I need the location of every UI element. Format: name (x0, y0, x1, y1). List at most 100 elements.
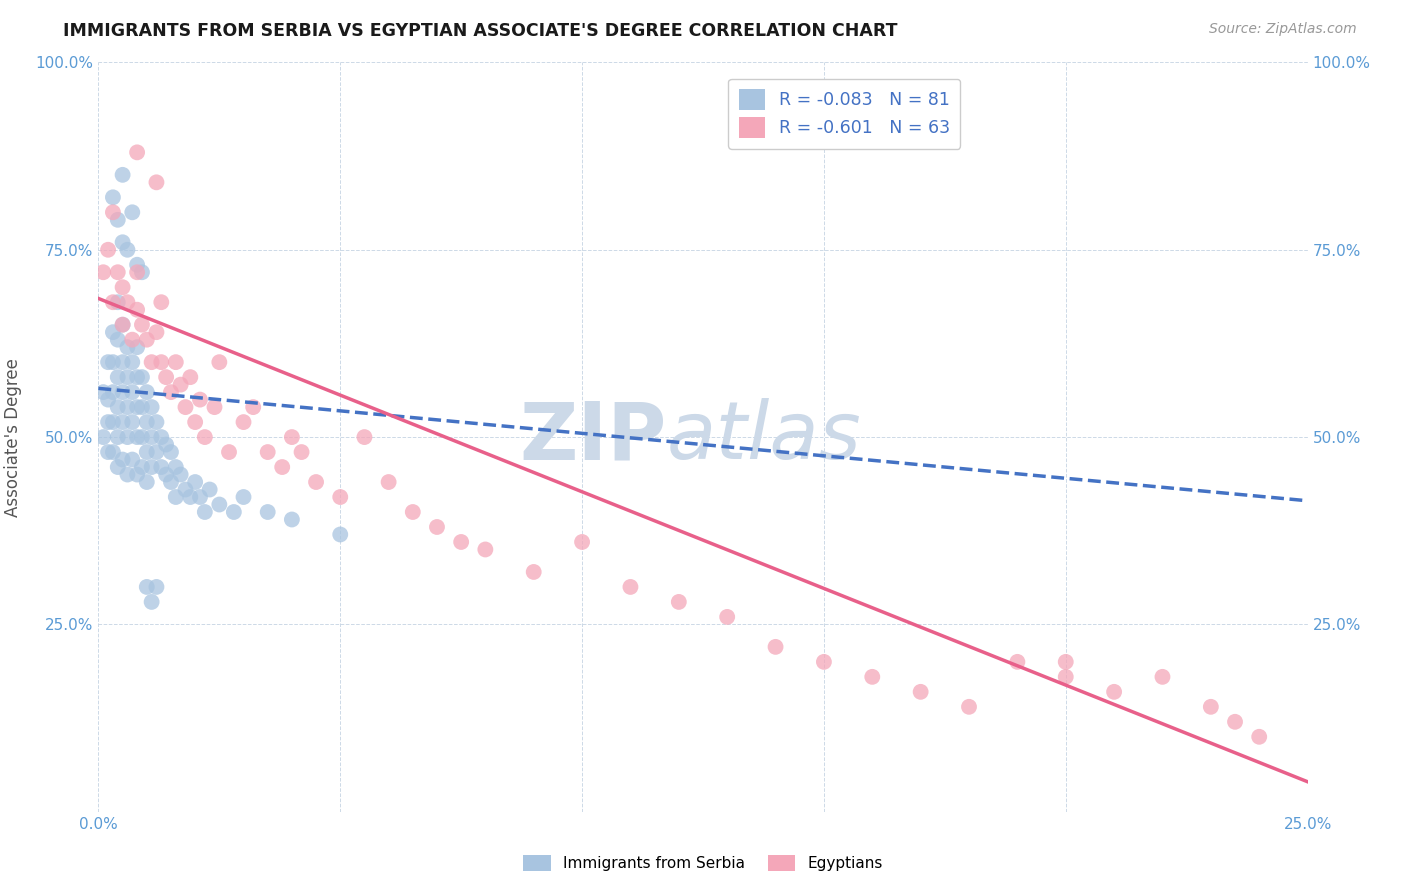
Point (101, 190, 124, 204)
Point (1199, 699, 1222, 714)
Point (111, 355, 134, 369)
Point (450, 535, 472, 549)
Point (131, 318, 153, 332)
Point (232, 415, 254, 429)
Point (117, 370, 139, 384)
Point (910, 685, 932, 699)
Point (232, 490, 254, 504)
Point (127, 340, 149, 354)
Text: IMMIGRANTS FROM SERBIA VS EGYPTIAN ASSOCIATE'S DEGREE CORRELATION CHART: IMMIGRANTS FROM SERBIA VS EGYPTIAN ASSOC… (63, 22, 898, 40)
Point (329, 490, 352, 504)
Point (290, 445, 312, 459)
Point (127, 370, 149, 384)
Point (117, 467, 139, 482)
Point (145, 580, 167, 594)
Point (111, 235, 134, 250)
Point (127, 430, 149, 444)
Point (111, 385, 134, 400)
Point (1007, 655, 1029, 669)
Point (281, 512, 304, 526)
Point (174, 483, 197, 497)
Point (957, 699, 980, 714)
Point (121, 452, 143, 467)
Point (329, 527, 352, 541)
Legend: R = -0.083   N = 81, R = -0.601   N = 63: R = -0.083 N = 81, R = -0.601 N = 63 (728, 78, 960, 149)
Point (107, 295, 129, 310)
Point (271, 460, 294, 475)
Point (127, 400, 149, 414)
Point (571, 535, 593, 549)
Point (305, 475, 328, 489)
Point (155, 370, 177, 384)
Point (131, 460, 153, 475)
Point (135, 580, 157, 594)
Point (668, 595, 690, 609)
Point (111, 280, 134, 294)
Point (179, 370, 201, 384)
Point (111, 415, 134, 429)
Point (160, 445, 183, 459)
Point (150, 460, 173, 475)
Point (135, 475, 157, 489)
Point (426, 520, 449, 534)
Point (402, 505, 425, 519)
Point (131, 265, 153, 279)
Point (353, 430, 375, 444)
Point (188, 490, 211, 504)
Point (97, 243, 120, 257)
Point (91, 430, 114, 444)
Point (135, 333, 157, 347)
Point (107, 333, 129, 347)
Point (169, 467, 191, 482)
Point (523, 565, 546, 579)
Point (194, 505, 217, 519)
Text: atlas: atlas (666, 398, 862, 476)
Point (101, 445, 124, 459)
Point (145, 175, 167, 189)
Point (107, 430, 129, 444)
Point (165, 490, 187, 504)
Point (150, 295, 173, 310)
Legend: Immigrants from Serbia, Egyptians: Immigrants from Serbia, Egyptians (517, 849, 889, 877)
Point (169, 377, 191, 392)
Text: ZIP: ZIP (519, 398, 666, 476)
Point (377, 475, 399, 489)
Point (813, 655, 835, 669)
Point (208, 355, 231, 369)
Point (101, 415, 124, 429)
Point (107, 370, 129, 384)
Point (127, 258, 149, 272)
Point (204, 400, 226, 414)
Point (111, 452, 134, 467)
Point (135, 415, 157, 429)
Point (111, 318, 134, 332)
Point (150, 355, 173, 369)
Point (188, 392, 211, 407)
Point (127, 145, 149, 160)
Y-axis label: Associate's Degree: Associate's Degree (4, 358, 21, 516)
Point (131, 430, 153, 444)
Point (117, 430, 139, 444)
Point (165, 460, 187, 475)
Point (1152, 670, 1174, 684)
Point (131, 370, 153, 384)
Point (222, 505, 245, 519)
Point (97, 355, 120, 369)
Point (91, 265, 114, 279)
Point (117, 340, 139, 354)
Point (141, 400, 163, 414)
Point (117, 400, 139, 414)
Point (1223, 714, 1246, 729)
Point (121, 205, 143, 219)
Point (184, 475, 207, 489)
Point (208, 498, 231, 512)
Point (135, 445, 157, 459)
Point (141, 430, 163, 444)
Point (1054, 670, 1077, 684)
Point (179, 490, 201, 504)
Point (1102, 685, 1125, 699)
Point (256, 505, 278, 519)
Point (1054, 655, 1077, 669)
Point (121, 333, 143, 347)
Point (121, 355, 143, 369)
